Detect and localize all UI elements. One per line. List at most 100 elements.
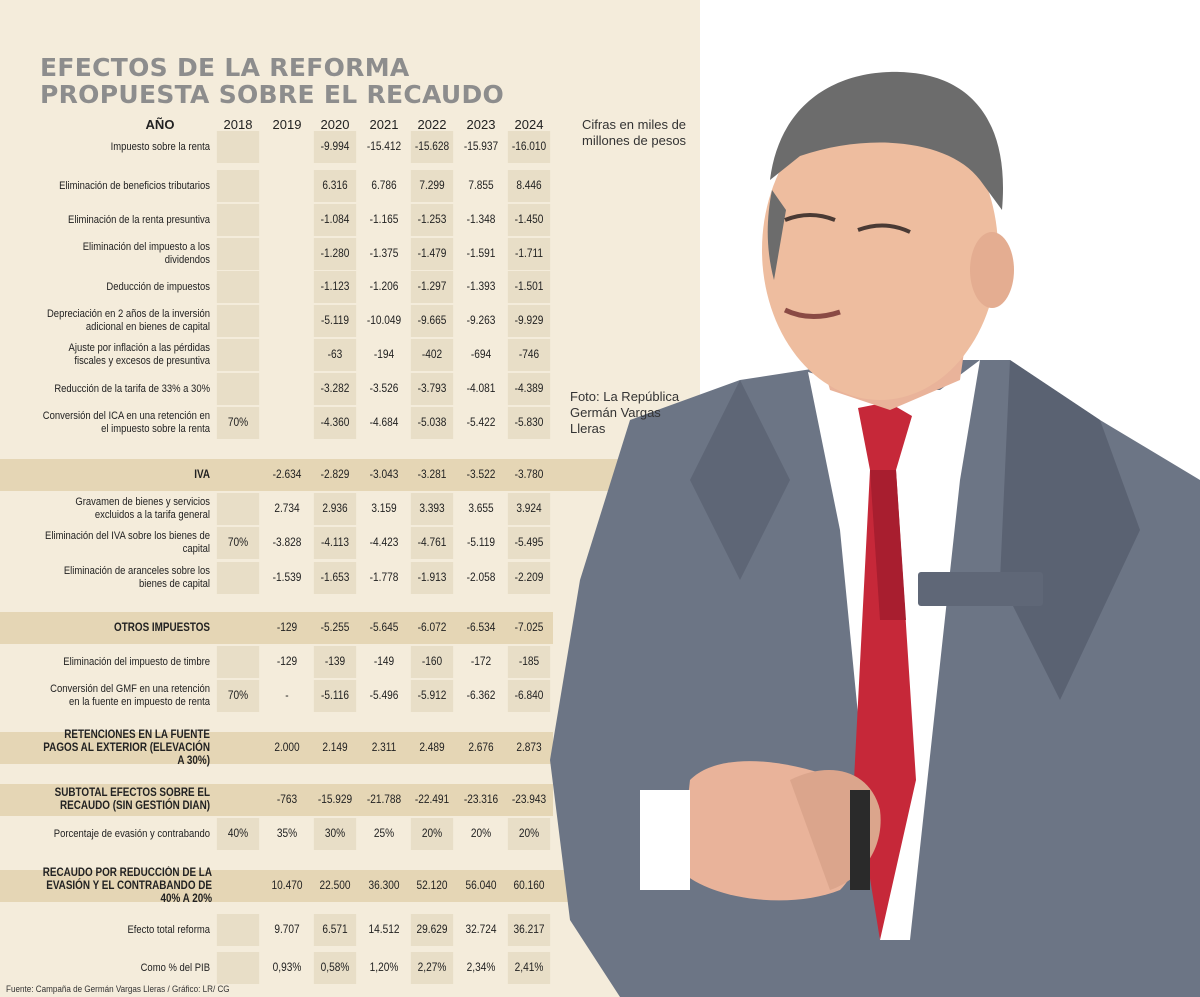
cell-2022: -402 (410, 339, 454, 371)
cell-2024: -185 (507, 646, 551, 678)
cell-2019: 2.734 (274, 503, 300, 515)
cell-2021: -1.206 (369, 281, 399, 293)
cell-2023: -1.591 (466, 248, 496, 260)
cell-2019 (266, 407, 308, 439)
row-label: Conversión del GMF en una retención en l… (50, 683, 211, 708)
cell-2023: 3.655 (468, 503, 494, 515)
cell-2024: -746 (507, 339, 551, 371)
cell-2020: 6.316 (313, 170, 357, 202)
cell-2023: -1.393 (466, 281, 496, 293)
cell-2023: 2,34% (466, 962, 496, 974)
portrait-photo (550, 71, 1200, 997)
table-row: Impuesto sobre la renta -9.994 -15.412 -15.… (0, 131, 700, 163)
cell-2019: 10.470 (271, 880, 303, 892)
cell-2019: -2.634 (272, 469, 302, 481)
row-label: IVA (194, 468, 210, 481)
cell-2023: -2.058 (466, 572, 496, 584)
row-label: Ajuste por inflación a las pérdidas fisc… (68, 342, 211, 367)
cell-2022: 3.393 (410, 493, 454, 525)
cell-2022: -3.281 (417, 469, 447, 481)
cell-2022: -15.628 (410, 131, 454, 163)
cell-2021: -5.496 (369, 690, 399, 702)
cell-2018 (217, 732, 259, 764)
year-header-2020: 2020 (320, 117, 350, 132)
cell-2019: -3.828 (272, 537, 302, 549)
row-label: RETENCIONES EN LA FUENTE PAGOS AL EXTERI… (43, 728, 210, 767)
cell-2024: -3.780 (514, 469, 544, 481)
cell-2021: -10.049 (366, 315, 402, 327)
cell-2020: -5.119 (313, 305, 357, 337)
cell-2024: -23.943 (511, 794, 547, 806)
cell-2021: -1.165 (369, 214, 399, 226)
cell-2020: 2.149 (322, 742, 348, 754)
table-row: Ajuste por inflación a las pérdidas fisc… (0, 339, 700, 371)
row-label: Eliminación de aranceles sobre los biene… (63, 565, 210, 590)
cell-2021: -194 (373, 349, 395, 361)
row-label: Eliminación de la renta presuntiva (68, 213, 210, 226)
row-label: Eliminación del impuesto de timbre (63, 655, 211, 668)
year-header-2024: 2024 (514, 117, 544, 132)
cell-2022: -5.038 (410, 407, 454, 439)
cell-2020: -2.829 (320, 469, 350, 481)
cell-2018 (216, 204, 260, 236)
cell-2018 (217, 459, 259, 491)
cell-2018: 40% (216, 818, 260, 850)
cell-2022: -6.072 (417, 622, 447, 634)
cell-2022: -22.491 (414, 794, 450, 806)
section-band (0, 870, 646, 902)
section-band (0, 784, 553, 816)
cell-2019: -129 (276, 656, 298, 668)
section-band (0, 732, 553, 764)
cell-2022: 2.489 (419, 742, 445, 754)
cell-2022: -1.253 (410, 204, 454, 236)
row-label: OTROS IMPUESTOS (114, 621, 210, 634)
cell-2024: 2.873 (516, 742, 542, 754)
row-label: Conversión del ICA en una retención en e… (42, 410, 211, 435)
row-label: RECAUDO POR REDUCCIÓN DE LA EVASIÓN Y EL… (42, 866, 212, 905)
table-row: Conversión del GMF en una retención en l… (0, 680, 700, 712)
cell-2020: -9.994 (313, 131, 357, 163)
cell-2023: 7.855 (468, 180, 494, 192)
table-row: Porcentaje de evasión y contrabando 40% 35… (0, 818, 700, 850)
cell-2018 (216, 646, 260, 678)
table-row: Eliminación del impuesto a los dividendo… (0, 238, 700, 270)
cell-2022: -1.913 (410, 562, 454, 594)
cell-2024: 2,41% (507, 952, 551, 984)
cell-2019: 9.707 (274, 924, 300, 936)
cell-2024: -4.389 (507, 373, 551, 405)
cell-2021: -4.684 (369, 417, 399, 429)
cell-2019 (266, 305, 308, 337)
cell-2020: -1.123 (313, 271, 357, 303)
cell-2021: -3.526 (369, 383, 399, 395)
cell-2022: 29.629 (410, 914, 454, 946)
cell-2018 (216, 493, 260, 525)
photo-credit: Foto: La República Germán Vargas Lleras (570, 389, 680, 436)
cell-2019 (266, 238, 308, 270)
cell-2024: 60.160 (513, 880, 545, 892)
section-band (0, 612, 553, 644)
cell-2024: -16.010 (507, 131, 551, 163)
cell-2018 (216, 305, 260, 337)
table-row: Conversión del ICA en una retención en e… (0, 407, 700, 439)
cell-2024: -5.830 (507, 407, 551, 439)
row-label: Eliminación del impuesto a los dividendo… (82, 241, 210, 266)
cell-2020: 22.500 (319, 880, 351, 892)
cell-2022: -1.297 (410, 271, 454, 303)
cell-2024: 8.446 (507, 170, 551, 202)
year-header-2022: 2022 (417, 117, 447, 132)
cell-2022: 7.299 (410, 170, 454, 202)
table-row: Eliminación de la renta presuntiva -1.084… (0, 204, 700, 236)
row-label: Eliminación de beneficios tributarios (59, 179, 210, 192)
year-header-2023: 2023 (466, 117, 496, 132)
cell-2019: -1.539 (272, 572, 302, 584)
cell-2024: 36.217 (507, 914, 551, 946)
cell-2020: 6.571 (313, 914, 357, 946)
cell-2022: -4.761 (410, 527, 454, 559)
cell-2018: 70% (216, 407, 260, 439)
cell-2024: -6.840 (507, 680, 551, 712)
cell-2021: -3.043 (369, 469, 399, 481)
cell-2018 (216, 562, 260, 594)
cell-2024: -5.495 (507, 527, 551, 559)
source-credit: Fuente: Campaña de Germán Vargas Lleras … (6, 984, 230, 994)
table-row: RECAUDO POR REDUCCIÓN DE LA EVASIÓN Y EL… (0, 866, 700, 905)
